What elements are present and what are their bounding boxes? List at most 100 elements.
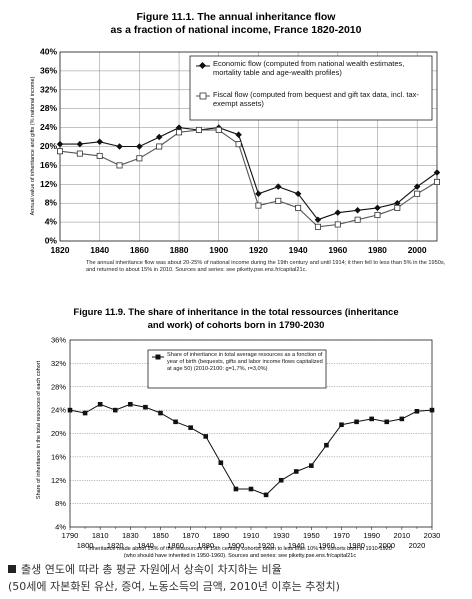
chart1-economic-flow-point	[116, 143, 123, 150]
chart1-economic-flow-point	[314, 216, 322, 223]
chart2-share-point	[188, 425, 193, 430]
chart2-y-tick-label: 8%	[55, 499, 66, 508]
chart1-fiscal-flow-point	[374, 212, 381, 219]
chart1-y-tick-label: 16%	[40, 160, 57, 170]
chart1-fiscal-flow-point	[136, 155, 143, 162]
chart2-share-point	[97, 401, 103, 407]
chart1-fiscal-flow-point	[354, 216, 361, 223]
chart2-share-point	[278, 477, 284, 483]
chart2-share-point	[339, 422, 344, 428]
chart2-share-point	[218, 460, 224, 466]
chart1-economic-flow-point	[136, 143, 143, 150]
chart1-y-tick-label: 28%	[40, 103, 57, 113]
chart1-fiscal-flow-point	[156, 143, 163, 150]
chart1-fiscal-flow-line	[59, 129, 438, 228]
chart2-share-point	[429, 407, 435, 413]
chart2-x-minor-tick-label: 2000	[378, 541, 395, 550]
chart1-economic-flow-point	[235, 131, 242, 138]
chart1-economic-flow-point	[413, 183, 421, 190]
chart2-x-tick-label: 1990	[363, 531, 380, 540]
chart2-share-point	[112, 407, 118, 413]
chart2-x-minor-tick-label: 2020	[409, 541, 426, 550]
chart1-fiscal-flow-point	[275, 197, 282, 204]
chart1-x-tick-label: 1880	[170, 245, 189, 255]
chart2-subtitle: and work) of cohorts born in 1790-2030	[148, 320, 325, 331]
chart2-share-point	[158, 410, 163, 416]
chart2-x-minor-tick-label: 1960	[318, 541, 335, 550]
chart2-x-minor-tick-label: 1980	[348, 541, 365, 550]
chart1-y-tick-label: 0%	[45, 236, 58, 246]
chart2-x-tick-label: 1830	[122, 531, 139, 540]
chart2-x-tick-label: 1970	[333, 531, 350, 540]
chart2-legend-share: Share of inheritance in total average re…	[167, 352, 323, 372]
chart2-x-tick-label: 1890	[212, 531, 229, 540]
chart1-x-tick-label: 1840	[90, 245, 109, 255]
chart1-fiscal-flow-point	[255, 202, 262, 209]
chart2-share-point	[143, 404, 148, 410]
chart2-share-point	[128, 401, 133, 407]
chart1-title: Figure 11.1. The annual inheritance flow	[137, 11, 337, 23]
chart1-y-tick-label: 40%	[40, 47, 57, 57]
chart1-x-tick-label: 2000	[408, 245, 427, 255]
chart1-economic-flow-point	[394, 199, 401, 207]
chart1-legend: Economic flow (computed from national we…	[189, 55, 433, 121]
chart1-economic-flow-point	[56, 140, 64, 148]
chart1-economic-flow-point	[255, 190, 262, 198]
chart2-x-minor-tick-label: 1820	[107, 541, 124, 550]
chart2-plot-frame	[69, 339, 433, 528]
chart1-fiscal-flow-point	[96, 152, 103, 159]
chart2-y-tick-label: 28%	[51, 382, 66, 391]
chart1-economic-flow-point	[433, 169, 441, 176]
chart1-x-tick-label: 1860	[130, 245, 149, 255]
chart2-x-tick-label: 1950	[303, 531, 320, 540]
chart1-x-tick-label: 1900	[209, 245, 228, 255]
chart2-title: Figure 11.9. The share of inheritance in…	[73, 307, 398, 318]
chart2-share-point	[399, 416, 405, 422]
chart2-share-point	[203, 434, 209, 439]
chart2-x-tick-label: 2010	[393, 531, 410, 540]
chart1-economic-flow-point	[334, 209, 342, 216]
chart2-x-tick-label: 1850	[152, 531, 169, 540]
chart2-y-tick-label: 4%	[55, 523, 66, 532]
chart2-share-point	[414, 408, 420, 414]
chart1-fiscal-flow-point	[394, 204, 401, 211]
chart1-y-tick-label: 4%	[45, 217, 58, 227]
chart1-fiscal-flow-point	[414, 190, 421, 197]
chart1-fiscal-flow-point	[235, 141, 242, 148]
chart1-y-tick-label: 8%	[45, 198, 58, 208]
chart2-share-point	[384, 419, 390, 425]
chart2-ylabel: Share of inheritance in the total resour…	[36, 360, 42, 499]
chart1-economic-flow-point	[294, 190, 302, 198]
chart1-x-tick-label: 1920	[249, 245, 268, 255]
chart2-share-point	[82, 410, 88, 416]
chart2-x-minor-tick-label: 1920	[258, 541, 275, 550]
korean-caption-line1: 출생 연도에 따라 총 평균 자원에서 상속이 차지하는 비율	[21, 563, 282, 576]
chart1-subtitle: as a fraction of national income, France…	[111, 24, 362, 36]
chart2-y-tick-label: 20%	[51, 429, 66, 438]
chart1-x-tick-label: 1940	[289, 245, 308, 255]
chart2-share-line	[69, 403, 433, 496]
chart-inheritance-flow: Figure 11.1. The annual inheritance flow…	[30, 11, 446, 273]
chart1-y-tick-label: 12%	[40, 179, 57, 189]
chart2-x-minor-tick-label: 1860	[167, 541, 184, 550]
chart1-legend-economic: Economic flow (computed from national we…	[213, 59, 405, 77]
chart2-x-tick-label: 1910	[243, 531, 260, 540]
chart1-economic-flow-point	[275, 183, 282, 190]
chart1-fiscal-flow-point	[334, 221, 341, 228]
chart1-fiscal-flow-point	[433, 178, 440, 185]
chart2-legend: Share of inheritance in total average re…	[147, 349, 327, 389]
chart2-share-point	[173, 419, 178, 425]
chart2-x-minor-tick-label: 1940	[288, 541, 305, 550]
chart1-ylabel: Annual value of inheritance and gifts (%…	[30, 76, 36, 215]
chart1-x-tick-label: 1820	[51, 245, 70, 255]
chart1-note: The annual inheritance flow was about 20…	[86, 260, 446, 273]
chart1-economic-flow-point	[96, 138, 103, 146]
chart2-share-point	[233, 486, 239, 492]
chart2-share-point	[263, 492, 269, 498]
chart2-x-tick-label: 1810	[92, 531, 109, 540]
chart1-fiscal-flow-point	[314, 223, 321, 230]
caption-bullet-icon	[8, 565, 16, 573]
chart2-note-line1: Inheritance made about 25% of the ressou…	[88, 546, 392, 552]
chart2-x-minor-tick-label: 1900	[228, 541, 245, 550]
chart1-economic-flow-point	[175, 124, 183, 131]
